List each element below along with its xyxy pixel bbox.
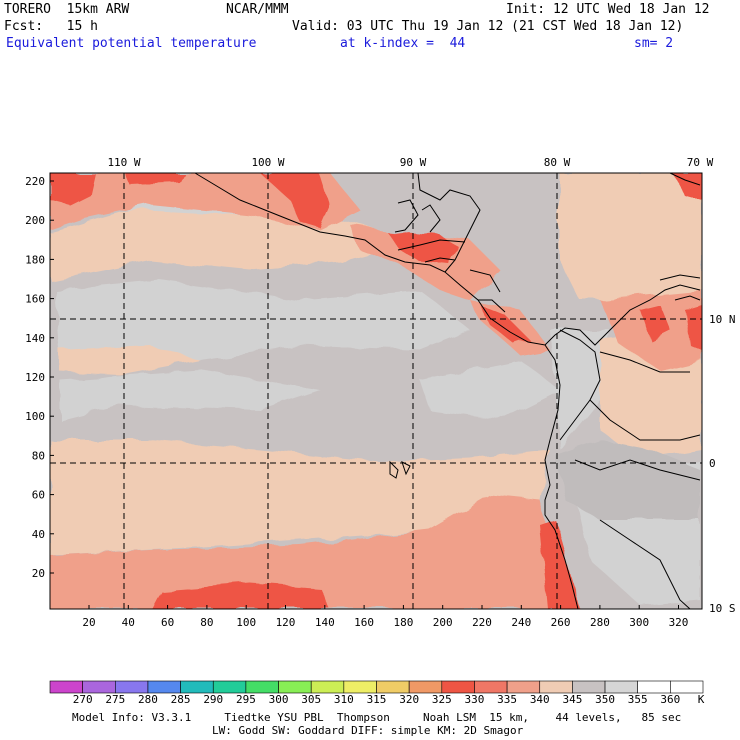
- colorbar-swatch: [310, 680, 345, 694]
- colorbar-label: 295: [235, 693, 256, 706]
- lon-label-110w: 110 W: [107, 156, 140, 169]
- x-tick-label: 180: [393, 616, 413, 629]
- colorbar-label: 290: [203, 693, 224, 706]
- x-tick-label: 220: [472, 616, 492, 629]
- y-tick-label: 40: [32, 528, 45, 541]
- valid-time: Valid: 03 UTC Thu 19 Jan 12 (21 CST Wed …: [292, 19, 684, 34]
- colorbar-swatch: [343, 680, 377, 694]
- colorbar-label: 315: [366, 693, 387, 706]
- colorbar-swatch: [376, 680, 410, 694]
- colorbar-label: 340: [529, 693, 550, 706]
- x-tick-label: 160: [354, 616, 374, 629]
- colorbar-swatch: [49, 680, 83, 694]
- colorbar-label: 300: [268, 693, 289, 706]
- y-tick-label: 100: [25, 410, 45, 423]
- model-info-line: Model Info: V3.3.1 Tiedtke YSU PBL Thomp…: [72, 711, 682, 724]
- colorbar-label: 270: [72, 693, 93, 706]
- colorbar-label: 320: [399, 693, 420, 706]
- x-tick-label: 200: [433, 616, 453, 629]
- colorbar-swatch: [82, 680, 116, 694]
- colorbar-swatch: [115, 680, 149, 694]
- axis-ticks: 220 200 180 160 140 120 100 80 60 40 20 20 40 60 80 100…: [25, 175, 688, 629]
- lon-label-70w: 70 W: [687, 156, 714, 169]
- model-title: TORERO 15km ARW: [4, 2, 130, 17]
- y-tick-label: 20: [32, 567, 45, 580]
- y-tick-label: 120: [25, 371, 45, 384]
- y-tick-label: 200: [25, 214, 45, 227]
- colorbar-swatch: [278, 680, 312, 694]
- y-tick-label: 160: [25, 293, 45, 306]
- theta-e-field: [50, 173, 702, 609]
- lon-label-80w: 80 W: [544, 156, 571, 169]
- colorbar-swatch: [572, 680, 606, 694]
- y-tick-label: 140: [25, 332, 45, 345]
- colorbar-label: 280: [138, 693, 158, 706]
- x-tick-label: 300: [629, 616, 649, 629]
- colorbar-swatch: [212, 680, 247, 694]
- colorbar-label: 275: [105, 693, 126, 706]
- x-tick-label: 60: [161, 616, 174, 629]
- smoothing-label: sm= 2: [634, 36, 674, 51]
- lat-label-10s: 10 S: [709, 602, 736, 615]
- colorbar-label: 355: [627, 693, 648, 706]
- colorbar-swatch: [441, 680, 475, 694]
- colorbar-swatch: [474, 680, 508, 694]
- colorbar-label: 310: [333, 693, 354, 706]
- colorbar-swatch: [637, 680, 671, 694]
- y-tick-label: 80: [32, 449, 45, 462]
- x-tick-label: 20: [82, 616, 95, 629]
- init-time: Init: 12 UTC Wed 18 Jan 12: [506, 2, 710, 17]
- map-frame: [49, 172, 703, 610]
- lon-label-90w: 90 W: [400, 156, 427, 169]
- x-tick-label: 280: [590, 616, 610, 629]
- x-tick-label: 240: [511, 616, 531, 629]
- colorbar-swatch: [539, 680, 573, 694]
- forecast-hour: Fcst: 15 h: [4, 19, 98, 34]
- colorbar-label: 305: [301, 693, 322, 706]
- x-tick-label: 40: [122, 616, 135, 629]
- colorbar-label: 360: [660, 693, 681, 706]
- colorbar-swatch-end: [670, 680, 704, 694]
- colorbar-label: 335: [497, 693, 518, 706]
- lat-label-0: 0: [709, 457, 716, 470]
- physics-info-line: LW: Godd SW: Goddard DIFF: simple KM: 2D…: [212, 724, 524, 737]
- x-tick-label: 320: [669, 616, 689, 629]
- level-label: at k-index = 44: [340, 36, 466, 51]
- y-tick-label: 220: [25, 175, 45, 188]
- colorbar-label: 345: [562, 693, 583, 706]
- x-tick-label: 120: [276, 616, 296, 629]
- colorbar-swatch: [604, 680, 638, 694]
- colorbar: [49, 680, 704, 694]
- colorbar-swatch: [506, 680, 541, 694]
- lat-label-10n: 10 N: [709, 313, 736, 326]
- graticule: [50, 173, 702, 609]
- x-tick-label: 140: [315, 616, 335, 629]
- colorbar-unit: K: [697, 693, 705, 706]
- y-tick-label: 180: [25, 253, 45, 266]
- colorbar-swatch: [147, 680, 181, 694]
- x-tick-label: 260: [551, 616, 571, 629]
- colorbar-swatch: [245, 680, 279, 694]
- colorbar-label: 285: [170, 693, 191, 706]
- y-tick-label: 60: [32, 489, 45, 502]
- colorbar-swatch: [180, 680, 214, 694]
- coastlines: [194, 172, 701, 610]
- x-tick-label: 80: [200, 616, 213, 629]
- x-tick-label: 100: [236, 616, 256, 629]
- field-name: Equivalent potential temperature: [6, 36, 257, 51]
- center-label: NCAR/MMM: [226, 2, 289, 17]
- colorbar-label: 330: [464, 693, 485, 706]
- colorbar-label: 325: [431, 693, 452, 706]
- colorbar-swatch: [408, 680, 443, 694]
- colorbar-label: 350: [595, 693, 615, 706]
- lon-label-100w: 100 W: [251, 156, 284, 169]
